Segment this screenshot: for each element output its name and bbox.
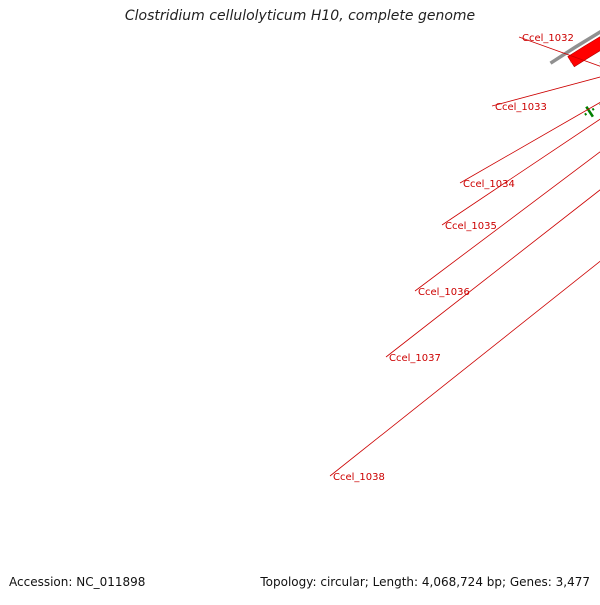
genome-summary-text: Topology: circular; Length: 4,068,724 bp…: [260, 575, 590, 589]
gene-label: Ccel_1034: [463, 179, 515, 190]
gene-label: Ccel_1032: [522, 33, 574, 44]
gene-label: Ccel_1038: [333, 472, 385, 483]
gene-label: Ccel_1036: [418, 287, 470, 298]
gene-leader-line: [492, 57, 600, 106]
accession-text: Accession: NC_011898: [9, 575, 145, 589]
gene-label: Ccel_1035: [445, 221, 497, 232]
gene-label: Ccel_1033: [495, 102, 547, 113]
gene-label: Ccel_1037: [389, 353, 441, 364]
gene-leader-line: [330, 0, 600, 476]
map-title: Clostridium cellulolyticum H10, complete…: [0, 8, 600, 24]
